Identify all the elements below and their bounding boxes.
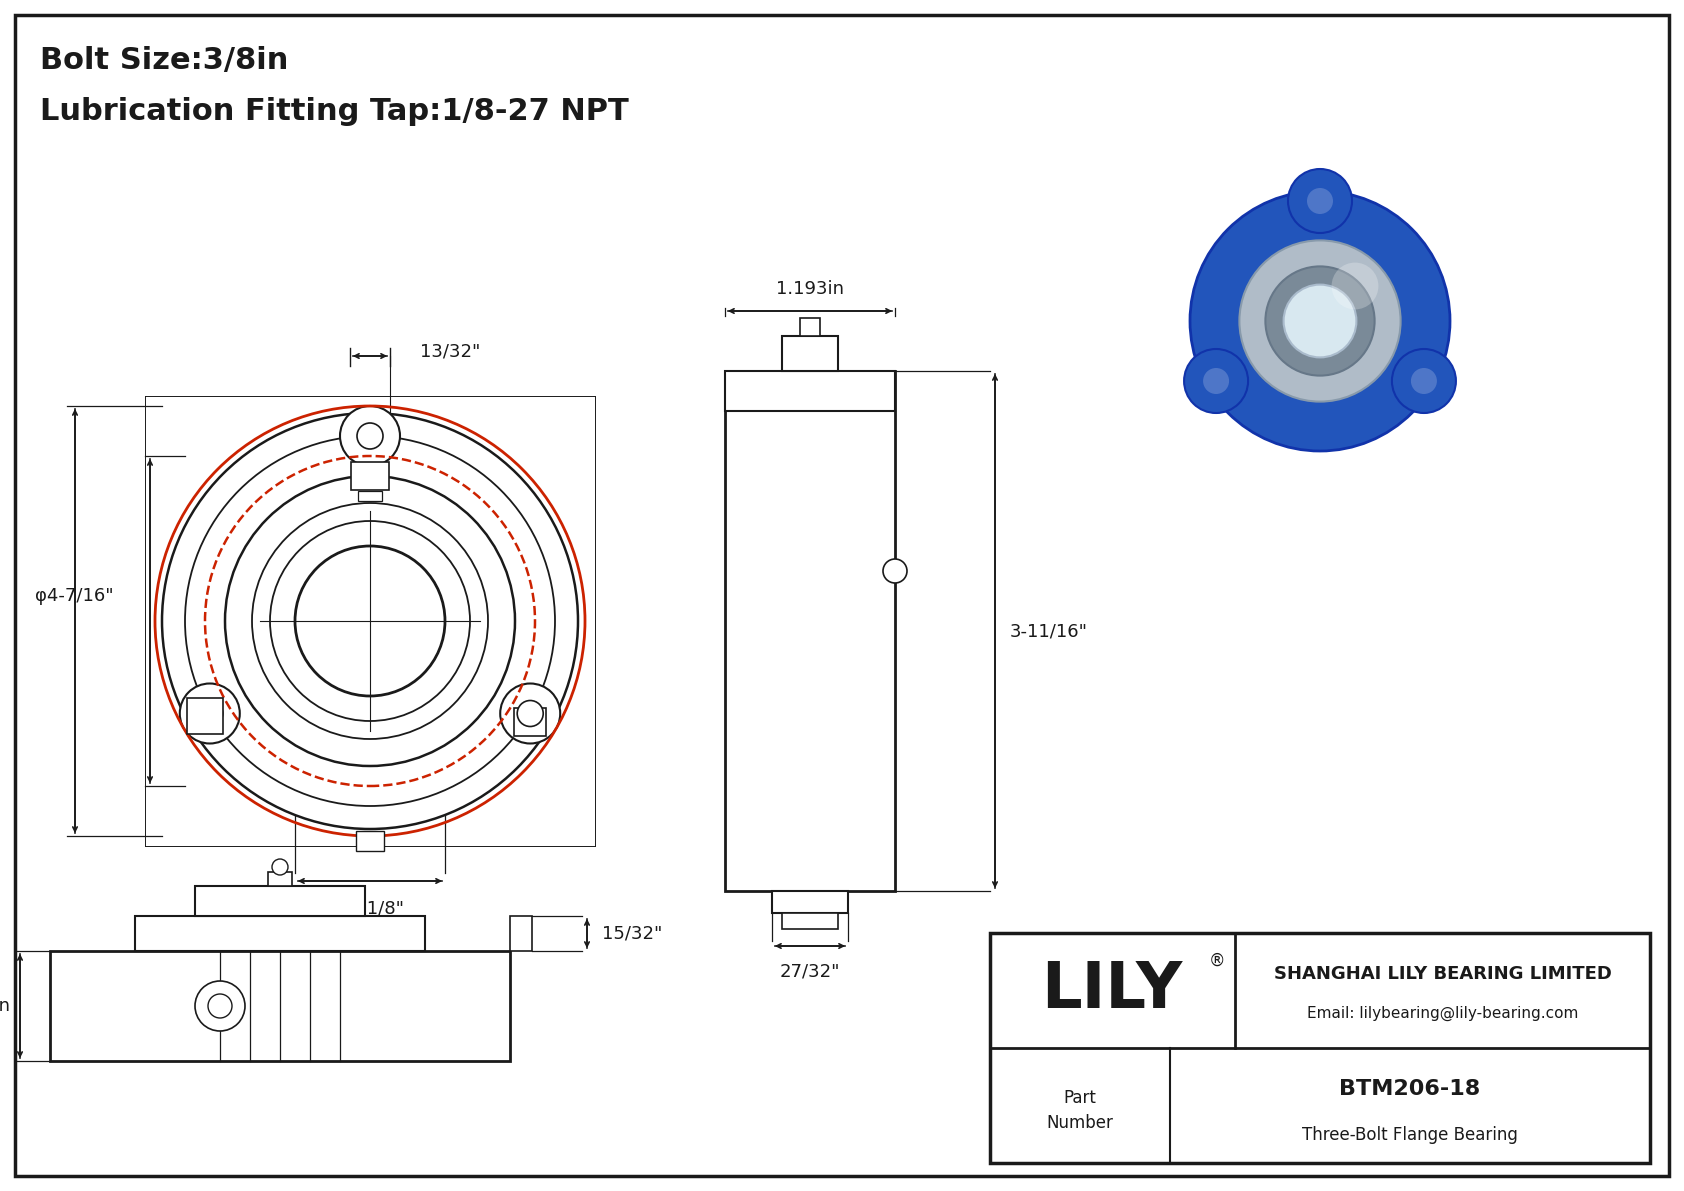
- Bar: [990, 933, 1650, 1162]
- Text: 15/32": 15/32": [601, 924, 662, 942]
- Circle shape: [357, 423, 382, 449]
- Text: LILY: LILY: [1041, 960, 1182, 1022]
- Text: Lubrication Fitting Tap:1/8-27 NPT: Lubrication Fitting Tap:1/8-27 NPT: [40, 96, 628, 125]
- Bar: [781, 913, 839, 929]
- Bar: [726, 372, 894, 411]
- Bar: [726, 372, 894, 891]
- Text: 27/32": 27/32": [780, 962, 840, 980]
- Text: Email: lilybearing@lily-bearing.com: Email: lilybearing@lily-bearing.com: [1307, 1006, 1578, 1021]
- Text: Part
Number: Part Number: [1046, 1089, 1113, 1131]
- Circle shape: [1307, 188, 1334, 214]
- Bar: [510, 916, 532, 950]
- Text: SHANGHAI LILY BEARING LIMITED: SHANGHAI LILY BEARING LIMITED: [1273, 966, 1612, 984]
- Circle shape: [1288, 169, 1352, 233]
- Bar: [355, 831, 384, 852]
- Text: φ3.582in: φ3.582in: [180, 587, 259, 605]
- Bar: [514, 707, 546, 736]
- Circle shape: [195, 981, 244, 1031]
- Text: 3-11/16": 3-11/16": [1010, 622, 1088, 640]
- Circle shape: [340, 406, 401, 466]
- Text: 1.193in: 1.193in: [776, 280, 844, 298]
- Circle shape: [209, 994, 232, 1018]
- Circle shape: [295, 545, 445, 696]
- Circle shape: [1411, 368, 1436, 394]
- Circle shape: [882, 559, 908, 584]
- Bar: [268, 872, 291, 886]
- Circle shape: [1332, 262, 1379, 310]
- Text: φ1-1/8": φ1-1/8": [337, 900, 404, 918]
- Circle shape: [517, 700, 544, 727]
- Bar: [51, 950, 510, 1061]
- Text: Three-Bolt Flange Bearing: Three-Bolt Flange Bearing: [1302, 1127, 1517, 1145]
- Circle shape: [1393, 349, 1457, 413]
- Bar: [195, 886, 365, 916]
- Text: Bolt Size:3/8in: Bolt Size:3/8in: [40, 46, 288, 75]
- Circle shape: [1239, 241, 1401, 401]
- Circle shape: [1265, 267, 1374, 375]
- Text: 13/32": 13/32": [419, 342, 480, 360]
- Text: ®: ®: [1209, 952, 1226, 969]
- Circle shape: [197, 700, 222, 727]
- Circle shape: [162, 413, 578, 829]
- Bar: [135, 916, 424, 950]
- Bar: [800, 318, 820, 336]
- Bar: [187, 698, 224, 734]
- Circle shape: [1184, 349, 1248, 413]
- Circle shape: [1202, 368, 1229, 394]
- Circle shape: [273, 859, 288, 875]
- Circle shape: [1283, 285, 1356, 357]
- Text: 1.319in: 1.319in: [0, 997, 10, 1015]
- Bar: [350, 462, 389, 490]
- Text: BTM206-18: BTM206-18: [1339, 1079, 1480, 1099]
- Bar: [771, 891, 849, 913]
- Bar: [781, 336, 839, 372]
- Circle shape: [180, 684, 239, 743]
- Text: φ4-7/16": φ4-7/16": [35, 587, 113, 605]
- Circle shape: [500, 684, 561, 743]
- Circle shape: [1191, 191, 1450, 451]
- Bar: [359, 491, 382, 501]
